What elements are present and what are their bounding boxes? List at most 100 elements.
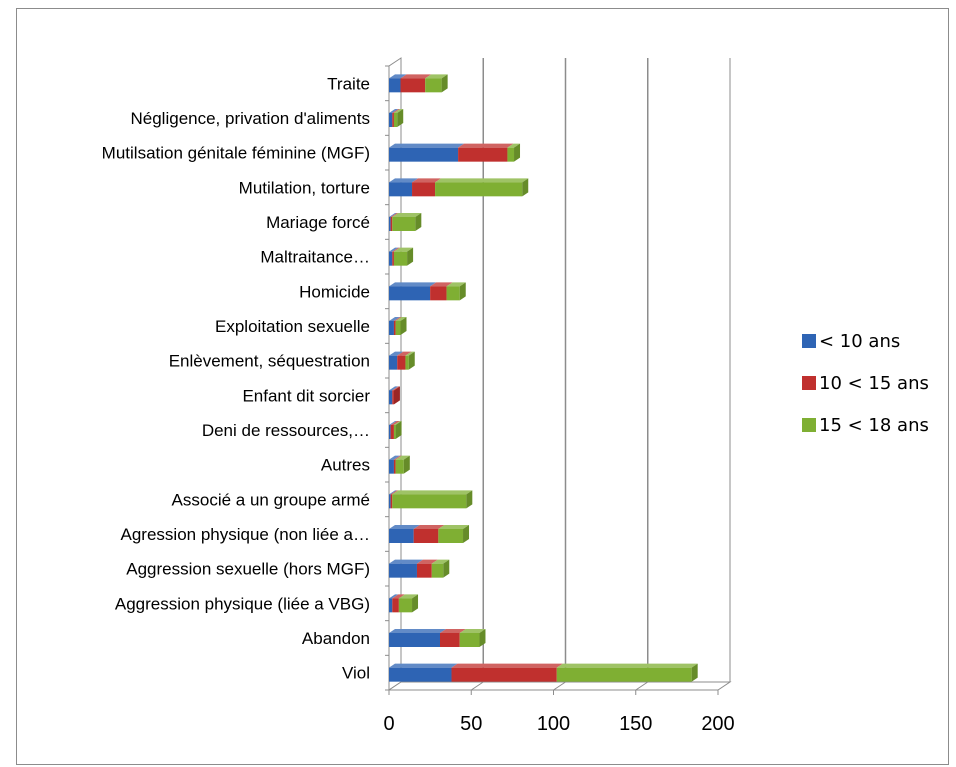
bar-segment bbox=[459, 629, 486, 647]
bar-end-cap bbox=[466, 490, 473, 509]
category-label: Mariage forcé bbox=[266, 213, 370, 232]
category-label: Mutilsation génitale féminine (MGF) bbox=[102, 144, 370, 163]
legend-label: 10 < 15 ans bbox=[819, 373, 929, 394]
category-label: Enlèvement, séquestration bbox=[169, 352, 370, 371]
bar-segment bbox=[389, 663, 458, 682]
x-tick-label: 150 bbox=[619, 713, 652, 735]
bar-segment bbox=[425, 74, 448, 93]
x-tick-label: 100 bbox=[537, 713, 570, 735]
bar-segment bbox=[390, 490, 399, 509]
category-label: Aggression physique (liée a VBG) bbox=[115, 594, 370, 613]
bar-segment bbox=[413, 525, 445, 543]
category-labels: Viol Abandon Aggression physique (liée a V… bbox=[102, 74, 371, 682]
bar-segment bbox=[431, 559, 450, 578]
gridlines bbox=[385, 58, 719, 695]
category-label: Exploitation sexuelle bbox=[215, 317, 370, 336]
category-label: Mutilation, torture bbox=[239, 178, 370, 197]
bar-segment bbox=[458, 143, 514, 162]
bar-segment bbox=[405, 351, 415, 370]
bar-end-cap bbox=[514, 143, 521, 162]
bar-end-cap bbox=[479, 629, 486, 647]
bar-segment bbox=[392, 386, 400, 405]
bar-segment bbox=[392, 490, 473, 509]
bar-end-cap bbox=[397, 109, 404, 127]
bar-segment bbox=[389, 74, 407, 93]
bar-segment bbox=[393, 247, 414, 266]
legend-swatch bbox=[802, 376, 816, 390]
bar-segment bbox=[389, 490, 397, 509]
bar-segment bbox=[389, 594, 399, 613]
bar-end-cap bbox=[395, 421, 402, 439]
bar-segment bbox=[389, 455, 400, 474]
bar-end-cap bbox=[443, 559, 450, 578]
bar-segment bbox=[438, 525, 470, 543]
bar-segment bbox=[556, 663, 698, 682]
bar-segment bbox=[389, 386, 399, 405]
legend-item: < 10 ans bbox=[802, 331, 900, 352]
gridline-floor bbox=[553, 681, 566, 691]
category-label: Homicide bbox=[299, 282, 370, 301]
bar-segment bbox=[389, 247, 399, 266]
bar-segment bbox=[400, 74, 432, 93]
bar-end-cap bbox=[403, 455, 410, 474]
bar-segment bbox=[393, 455, 402, 474]
bar-segment bbox=[389, 213, 397, 231]
x-tick-label: 0 bbox=[383, 713, 394, 735]
legend-swatch bbox=[802, 334, 816, 348]
bar-segment bbox=[397, 351, 412, 370]
bar-segment bbox=[392, 594, 405, 613]
gridline-floor bbox=[635, 681, 649, 691]
category-label: Abandon bbox=[302, 629, 370, 648]
bar-segment bbox=[446, 282, 466, 301]
bar-segment bbox=[389, 351, 404, 370]
category-label: Associé a un groupe armé bbox=[172, 490, 370, 509]
bar-segment bbox=[389, 559, 423, 578]
bar-segment bbox=[395, 317, 407, 335]
bar-segment bbox=[392, 247, 400, 266]
x-tick-labels: 0 50 100 150 200 bbox=[383, 713, 734, 735]
bar-end-cap bbox=[412, 594, 419, 613]
bar-segment bbox=[435, 178, 529, 197]
bar-end-cap bbox=[522, 178, 529, 197]
bar-segment bbox=[393, 421, 402, 439]
x-tick-label: 50 bbox=[460, 713, 482, 735]
bar-end-cap bbox=[415, 213, 422, 231]
bar-segment bbox=[389, 317, 400, 335]
category-label: Deni de ressources,… bbox=[202, 421, 370, 440]
category-label: Enfant dit sorcier bbox=[242, 386, 370, 405]
legend-label: 15 < 18 ans bbox=[819, 415, 929, 436]
gridline-floor bbox=[470, 681, 484, 691]
bar-segment bbox=[412, 178, 442, 197]
legend: < 10 ans 10 < 15 ans 15 < 18 ans bbox=[802, 331, 929, 436]
bar-segment bbox=[389, 109, 399, 127]
category-label: Traite bbox=[327, 74, 370, 93]
category-label: Autres bbox=[321, 456, 370, 475]
bar-end-cap bbox=[393, 386, 400, 405]
bar-segment bbox=[390, 421, 400, 439]
bar-segment bbox=[439, 629, 466, 647]
bar-end-cap bbox=[463, 525, 470, 543]
bar-segment bbox=[392, 109, 400, 127]
bar-end-cap bbox=[441, 74, 448, 93]
bar-segment bbox=[451, 663, 563, 682]
category-label: Négligence, privation d'aliments bbox=[131, 109, 371, 128]
bar-segment bbox=[389, 178, 419, 197]
legend-label: < 10 ans bbox=[819, 331, 900, 352]
bar-segment bbox=[389, 143, 465, 162]
legend-swatch bbox=[802, 418, 816, 432]
bar-segment bbox=[389, 629, 446, 647]
legend-item: 15 < 18 ans bbox=[802, 415, 929, 436]
legend-item: 10 < 15 ans bbox=[802, 373, 929, 394]
bar-segment bbox=[430, 282, 453, 301]
bar-segment bbox=[507, 143, 521, 162]
bar-end-cap bbox=[400, 317, 407, 335]
bar-end-cap bbox=[408, 351, 415, 370]
bar-end-cap bbox=[407, 247, 414, 266]
bar-segment bbox=[416, 559, 438, 578]
bars bbox=[389, 74, 698, 682]
category-label: Agression physique (non liée a… bbox=[121, 525, 370, 544]
bar-end-cap bbox=[691, 663, 698, 682]
category-label: Aggression sexuelle (hors MGF) bbox=[126, 560, 370, 579]
category-label: Maltraitance… bbox=[260, 248, 370, 267]
